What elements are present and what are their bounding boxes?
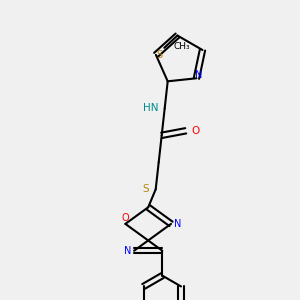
- Text: N: N: [195, 70, 203, 80]
- Text: S: S: [142, 184, 149, 194]
- Text: HN: HN: [143, 103, 159, 113]
- Text: N: N: [174, 219, 181, 229]
- Text: O: O: [122, 214, 129, 224]
- Text: N: N: [124, 246, 131, 256]
- Text: S: S: [157, 50, 163, 60]
- Text: CH₃: CH₃: [174, 42, 190, 51]
- Text: O: O: [192, 126, 200, 136]
